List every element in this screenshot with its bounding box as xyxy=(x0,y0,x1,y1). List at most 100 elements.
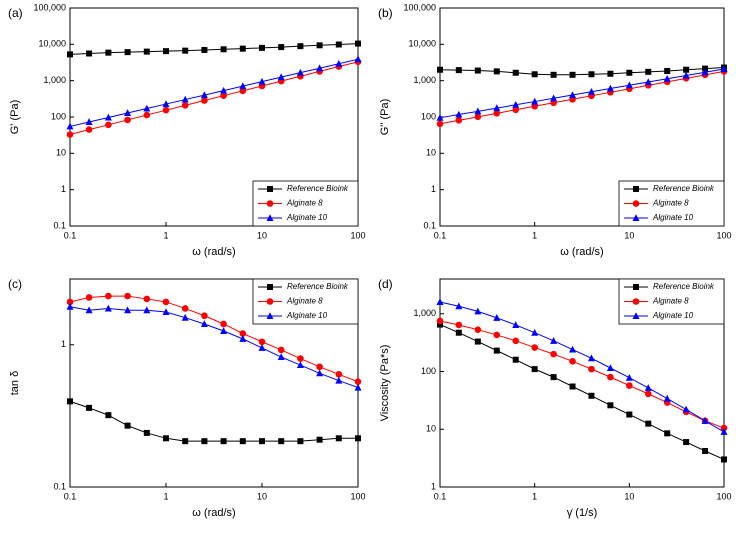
y-tick-label: 10 xyxy=(56,148,66,158)
data-point xyxy=(200,320,208,327)
data-point xyxy=(437,66,443,73)
data-point xyxy=(455,67,462,74)
legend-marker xyxy=(266,312,274,319)
y-axis-label: G' (Pa) xyxy=(9,100,21,135)
data-point xyxy=(316,363,323,371)
data-point xyxy=(85,306,93,314)
data-point xyxy=(702,448,709,455)
y-tick-label: 1 xyxy=(431,184,436,194)
data-point xyxy=(85,126,93,133)
data-point xyxy=(67,51,73,58)
data-point xyxy=(239,45,246,52)
y-tick-label: 10 xyxy=(426,424,436,434)
x-tick-label: 100 xyxy=(716,491,731,501)
data-point xyxy=(220,86,228,94)
data-point xyxy=(162,106,170,114)
data-point xyxy=(474,326,482,333)
data-point xyxy=(124,116,131,124)
data-point xyxy=(436,317,444,325)
data-point xyxy=(181,95,189,103)
data-point xyxy=(297,438,304,445)
data-point xyxy=(531,344,538,351)
data-point xyxy=(588,71,595,78)
data-point xyxy=(316,42,323,49)
data-point xyxy=(531,366,538,373)
data-point xyxy=(181,313,189,321)
x-axis-label: γ̇ (1/s) xyxy=(567,507,598,519)
data-point xyxy=(296,361,304,369)
data-point xyxy=(162,298,170,306)
data-point xyxy=(437,321,443,328)
data-point xyxy=(493,104,501,112)
data-point xyxy=(512,321,520,328)
data-point xyxy=(512,356,519,363)
x-tick-label: 10 xyxy=(257,491,267,501)
legend-marker xyxy=(632,214,640,221)
y-tick-label: 1,000 xyxy=(413,308,436,318)
data-point xyxy=(85,294,93,301)
data-point xyxy=(66,302,74,310)
legend-label: Reference Bioink xyxy=(287,282,349,291)
data-point xyxy=(455,329,462,336)
data-point xyxy=(316,64,324,72)
legend-label: Alginate 10 xyxy=(286,311,328,320)
legend-label: Alginate 8 xyxy=(286,297,323,306)
data-point xyxy=(162,308,170,315)
data-point xyxy=(66,298,74,306)
data-point xyxy=(335,59,343,67)
panel-label: (a) xyxy=(8,6,23,20)
data-point xyxy=(201,438,208,445)
data-point xyxy=(239,330,247,337)
data-point xyxy=(455,302,463,310)
data-point xyxy=(277,73,285,81)
data-point xyxy=(606,364,614,372)
data-point xyxy=(512,337,520,345)
panel-label: (c) xyxy=(8,277,22,291)
data-point xyxy=(493,110,501,117)
data-point xyxy=(682,405,690,413)
data-point xyxy=(316,436,323,443)
data-point xyxy=(569,345,577,353)
data-point xyxy=(104,113,112,121)
y-tick-label: 0.1 xyxy=(53,220,66,230)
data-point xyxy=(512,69,519,76)
series-line xyxy=(439,324,725,460)
series-line xyxy=(439,67,725,76)
data-point xyxy=(181,305,189,312)
data-point xyxy=(474,307,482,315)
x-tick-label: 0.1 xyxy=(434,491,447,501)
data-point xyxy=(182,438,189,445)
x-tick-label: 100 xyxy=(350,491,365,501)
data-point xyxy=(124,422,131,429)
data-point xyxy=(474,338,481,345)
y-tick-label: 100 xyxy=(51,111,66,121)
data-point xyxy=(316,369,324,377)
data-point xyxy=(531,328,539,336)
data-point xyxy=(181,102,189,109)
data-point xyxy=(163,48,169,55)
y-tick-label: 100,000 xyxy=(403,2,436,12)
data-point xyxy=(162,100,170,108)
data-point xyxy=(239,335,247,342)
data-point xyxy=(86,404,93,411)
data-point xyxy=(239,82,247,90)
data-point xyxy=(493,68,500,75)
plot-frame xyxy=(439,278,725,488)
x-tick-label: 100 xyxy=(716,230,731,240)
data-point xyxy=(163,435,169,442)
y-axis-label: Viscosity (Pa*s) xyxy=(379,345,391,422)
x-axis-label: ω (rad/s) xyxy=(192,507,235,519)
x-axis-label: ω (rad/s) xyxy=(560,246,603,258)
data-point xyxy=(296,68,304,76)
data-point xyxy=(607,373,614,381)
data-point xyxy=(493,331,501,339)
series-line xyxy=(439,301,725,433)
series-line xyxy=(69,400,358,442)
y-tick-label: 1 xyxy=(61,184,66,194)
legend-label: Alginate 8 xyxy=(652,297,689,306)
y-tick-label: 100 xyxy=(421,111,436,121)
data-point xyxy=(277,353,285,361)
data-point xyxy=(474,113,482,121)
data-point xyxy=(104,304,112,312)
data-point xyxy=(587,354,595,362)
